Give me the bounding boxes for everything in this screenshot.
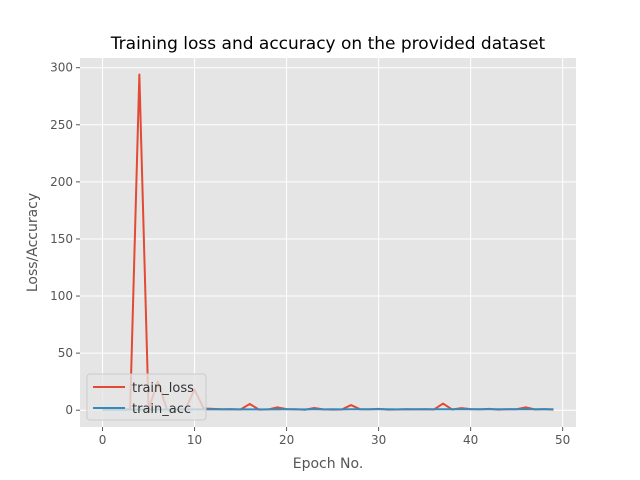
- y-tick-label: 50: [58, 346, 73, 360]
- axis-ticks: 0 10 20 30 40 50 0 50 100 150 200 250 300: [50, 61, 570, 447]
- chart-title: Training loss and accuracy on the provid…: [110, 34, 546, 54]
- x-tick-label: 40: [463, 433, 478, 447]
- legend: train_loss train_acc: [86, 373, 207, 421]
- y-tick-label: 100: [50, 289, 73, 303]
- x-tick-label: 30: [371, 433, 386, 447]
- y-tick-label: 300: [50, 61, 73, 75]
- y-tick-label: 150: [50, 232, 73, 246]
- x-tick-label: 20: [279, 433, 294, 447]
- y-axis-title: Loss/Accuracy: [25, 193, 41, 292]
- y-tick-label: 200: [50, 175, 73, 189]
- legend-label-train-loss: train_loss: [132, 381, 194, 396]
- x-tick-label: 0: [99, 433, 107, 447]
- x-tick-label: 50: [555, 433, 570, 447]
- y-tick-label: 250: [50, 118, 73, 132]
- y-tick-label: 0: [65, 403, 73, 417]
- x-axis-title: Epoch No.: [293, 456, 364, 472]
- x-tick-label: 10: [187, 433, 202, 447]
- legend-label-train-acc: train_acc: [132, 402, 191, 417]
- plot-area: [80, 58, 576, 427]
- grid-lines: [80, 58, 576, 427]
